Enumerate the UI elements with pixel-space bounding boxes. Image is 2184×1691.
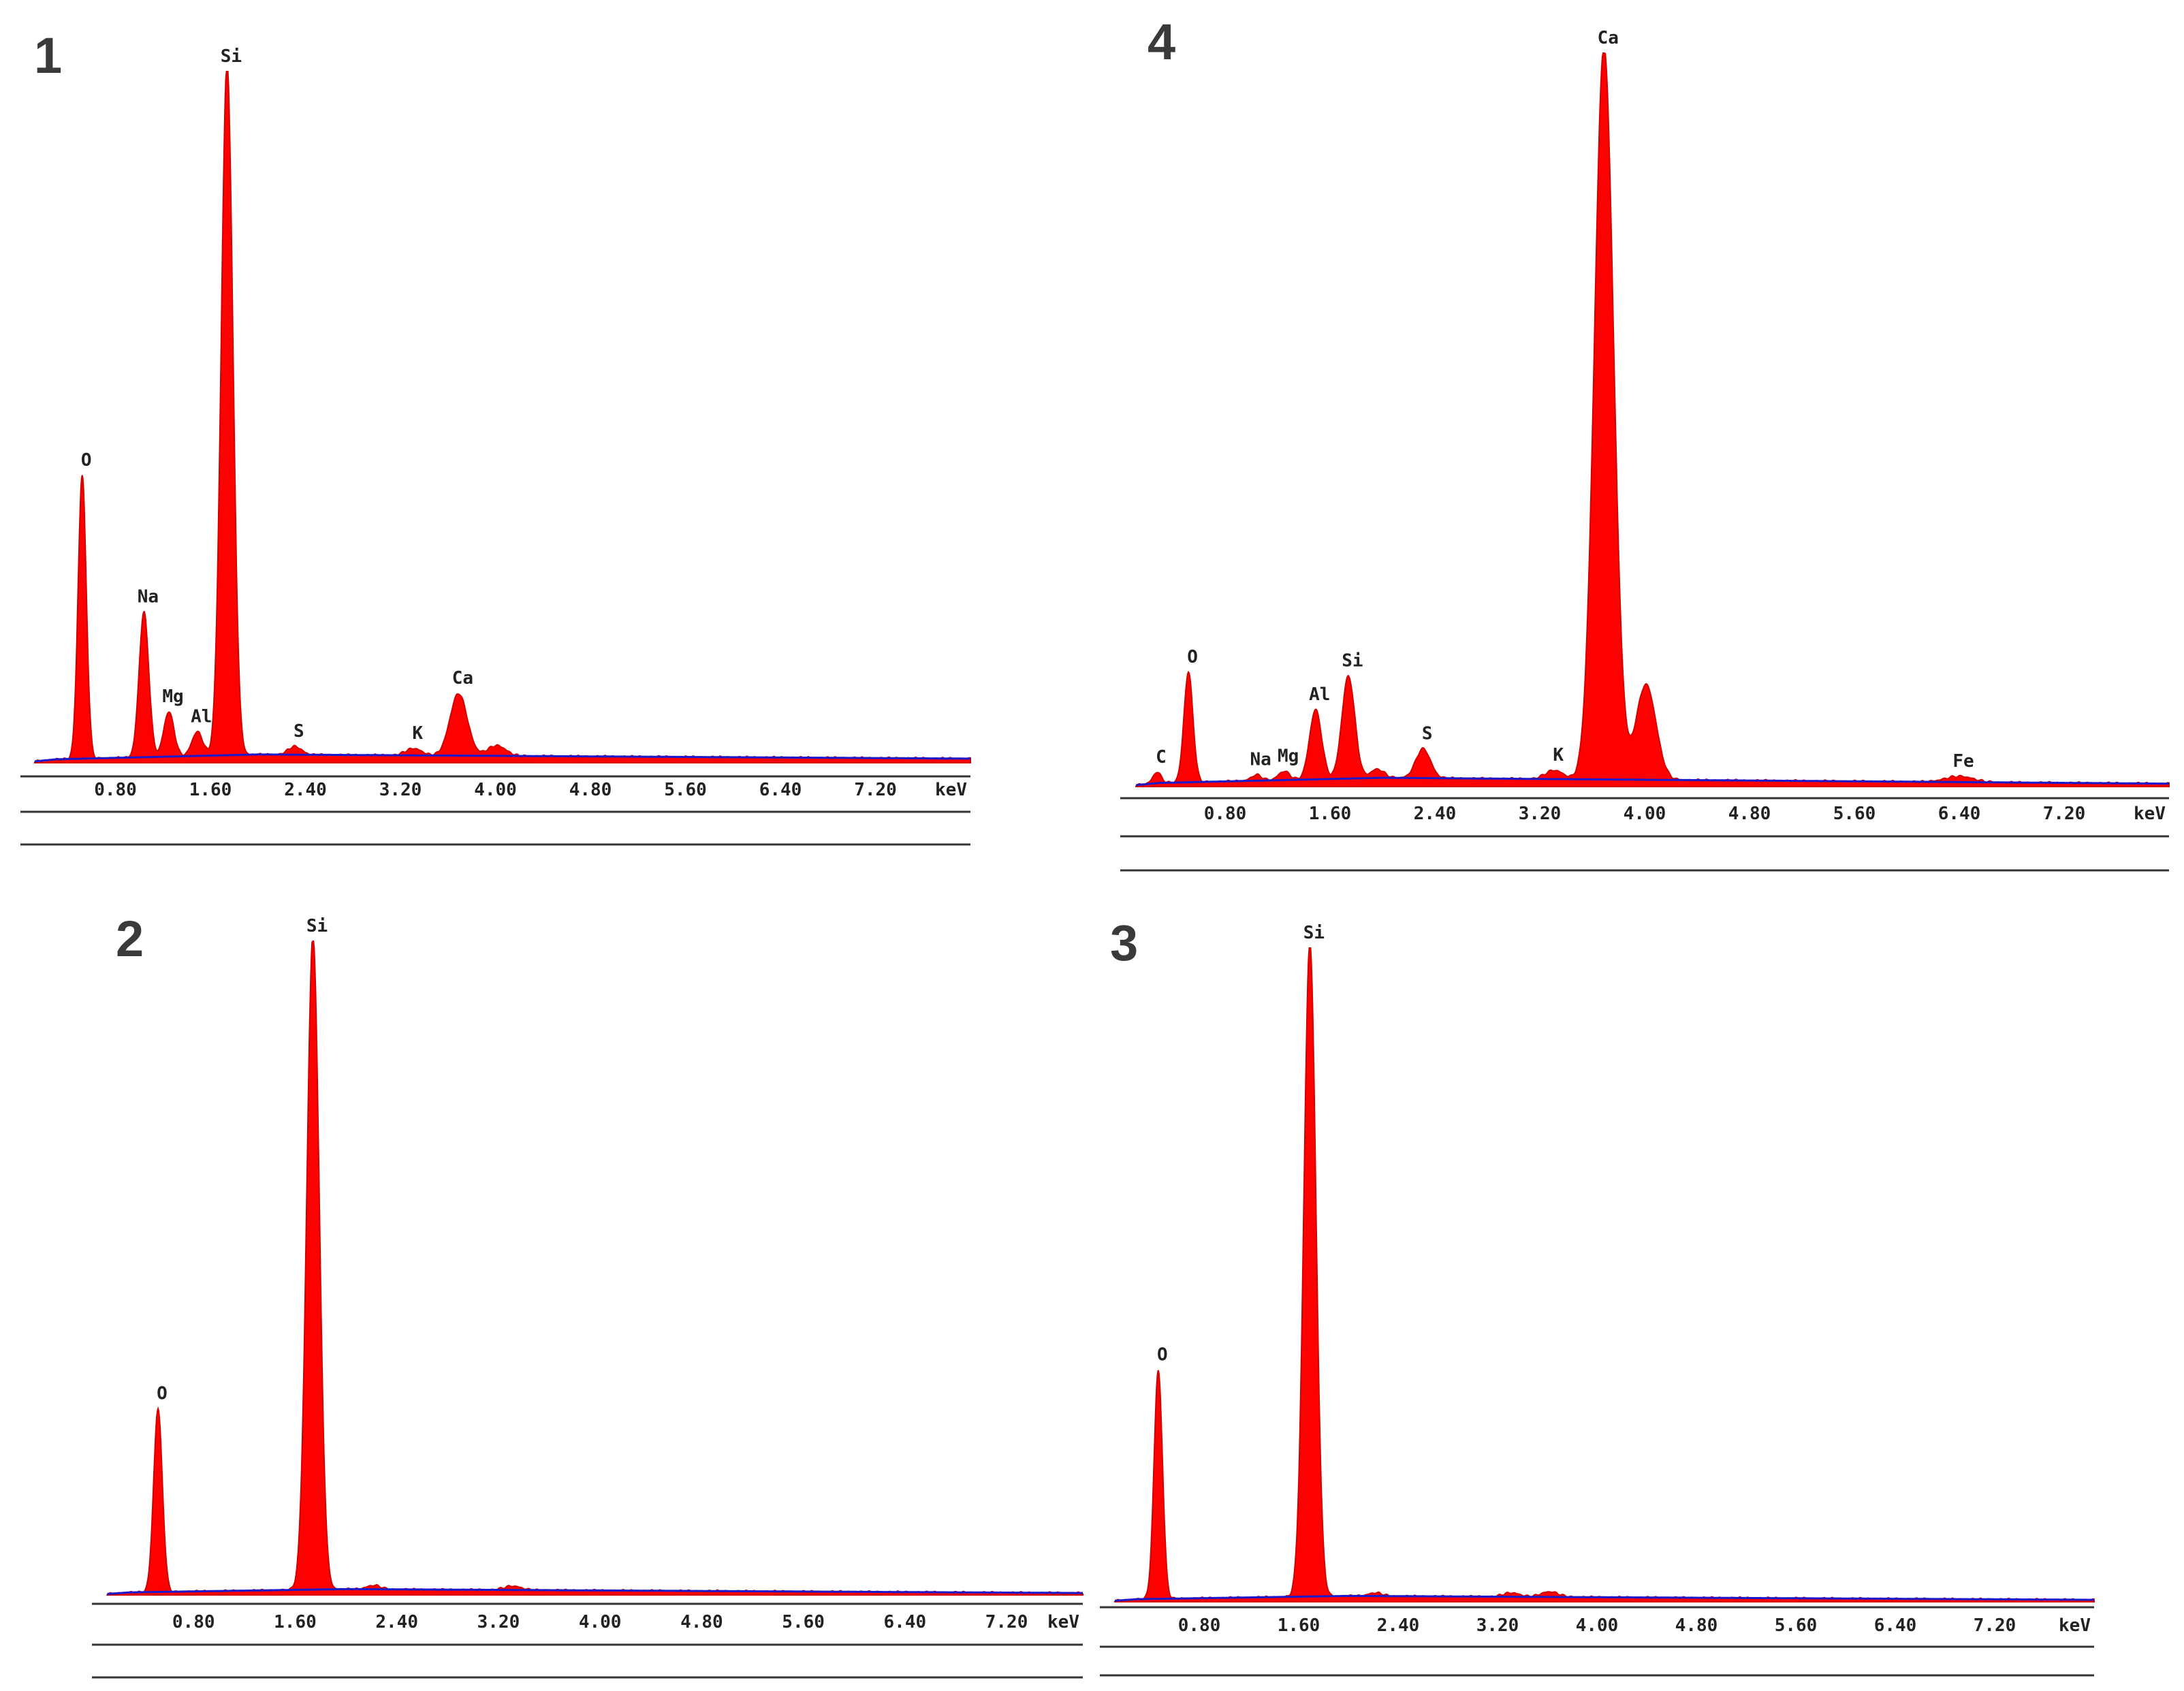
peak-label: Mg [162, 686, 183, 707]
peak-label: K [412, 723, 423, 744]
background-fit-line [1114, 1594, 2094, 1602]
peak-label: S [294, 721, 304, 742]
x-axis-unit-label: keV [2059, 1615, 2091, 1636]
panel-label: 3 [1110, 915, 1139, 971]
spectrum-area [33, 71, 971, 763]
spectrum-panel-1: 1 0.80 1.60 2.40 3.20 4.00 4.80 5.60 6.40 7.20 ke… [14, 0, 981, 851]
x-tick-label: 5.60 [1833, 804, 1876, 824]
x-tick-label: 6.40 [1938, 804, 1981, 824]
x-tick-label: 0.80 [1204, 804, 1247, 824]
background-fit-line [1135, 776, 2169, 787]
background-fit-line [107, 1587, 1083, 1595]
x-axis-unit-label: keV [935, 780, 967, 800]
x-tick-label: 4.00 [474, 780, 517, 800]
x-tick-label: 0.80 [1178, 1615, 1221, 1636]
x-tick-label: 1.60 [1309, 804, 1352, 824]
spectrum-area [1135, 52, 2170, 787]
x-tick-label: 6.40 [884, 1612, 927, 1632]
peak-label: Si [1303, 923, 1325, 943]
x-tick-label: 3.20 [1476, 1615, 1519, 1636]
x-tick-label: 0.80 [172, 1612, 215, 1632]
peak-label: Na [138, 587, 159, 607]
x-tick-label: 1.60 [1278, 1615, 1320, 1636]
x-tick-label: 6.40 [1874, 1615, 1917, 1636]
x-tick-label: 7.20 [2043, 804, 2086, 824]
x-tick-label: 4.00 [1576, 1615, 1619, 1636]
peak-label: O [81, 450, 92, 471]
x-tick-label: 4.80 [1728, 804, 1771, 824]
peak-label: Mg [1278, 746, 1299, 766]
x-tick-label: 2.40 [375, 1612, 418, 1632]
spectrum-chart: 0.80 1.60 2.40 3.20 4.00 4.80 5.60 6.40 7.20 keV O… [1100, 923, 2095, 1677]
x-tick-label: 4.80 [680, 1612, 723, 1632]
spectrum-panel-4: 4 0.80 1.60 2.40 3.20 4.00 4.80 5.60 6.40 7.20 ke… [1117, 0, 2179, 879]
x-tick-label: 1.60 [189, 780, 232, 800]
panel-label: 1 [34, 27, 63, 84]
peak-label: Fe [1952, 751, 1974, 772]
x-tick-label: 7.20 [1974, 1615, 2016, 1636]
peak-label: O [1187, 647, 1198, 667]
x-tick-label: 4.00 [579, 1612, 622, 1632]
x-tick-label: 5.60 [664, 780, 707, 800]
peak-label: O [157, 1384, 168, 1404]
peak-label: C [1156, 747, 1167, 768]
x-tick-label: 2.40 [284, 780, 327, 800]
spectrum-area [106, 941, 1083, 1596]
peak-label: K [1553, 745, 1564, 765]
spectrum-chart: 0.80 1.60 2.40 3.20 4.00 4.80 5.60 6.40 7.20 keV O… [20, 46, 971, 846]
peak-label: Ca [1598, 28, 1619, 48]
peak-label: Na [1250, 750, 1271, 770]
peak-label: Si [1342, 650, 1363, 671]
x-tick-label: 3.20 [379, 780, 422, 800]
peak-label: Al [1309, 684, 1330, 705]
spectrum-panel-2: 2 0.80 1.60 2.40 3.20 4.00 4.80 5.60 6.40 7.20 ke… [89, 906, 1090, 1689]
x-tick-label: 0.80 [94, 780, 137, 800]
peak-label: O [1157, 1345, 1168, 1365]
x-tick-label: 4.00 [1624, 804, 1666, 824]
spectrum-area [1113, 947, 2095, 1602]
x-axis-unit-label: keV [2134, 804, 2166, 824]
peak-label: Si [221, 46, 242, 67]
peak-label: Al [191, 706, 212, 727]
peak-label: S [1422, 723, 1433, 744]
x-tick-label: 1.60 [274, 1612, 317, 1632]
x-tick-label: 2.40 [1377, 1615, 1420, 1636]
x-tick-label: 3.20 [477, 1612, 520, 1632]
spectrum-chart: 0.80 1.60 2.40 3.20 4.00 4.80 5.60 6.40 7.20 keV C… [1120, 28, 2170, 872]
panel-label: 2 [116, 911, 144, 967]
x-tick-label: 7.20 [854, 780, 897, 800]
x-axis-unit-label: keV [1047, 1612, 1079, 1632]
x-tick-label: 5.60 [782, 1612, 825, 1632]
spectrum-chart: 0.80 1.60 2.40 3.20 4.00 4.80 5.60 6.40 7.20 keV O… [92, 916, 1083, 1679]
x-tick-label: 6.40 [759, 780, 802, 800]
x-tick-label: 5.60 [1775, 1615, 1818, 1636]
x-tick-label: 4.80 [1675, 1615, 1718, 1636]
panel-label: 4 [1148, 14, 1176, 70]
peak-label: Si [306, 916, 328, 936]
peak-label: Ca [452, 668, 473, 689]
x-tick-label: 3.20 [1519, 804, 1562, 824]
spectrum-panel-3: 3 0.80 1.60 2.40 3.20 4.00 4.80 5.60 6.40 7.20 ke… [1096, 913, 2104, 1677]
x-tick-label: 2.40 [1414, 804, 1457, 824]
x-tick-label: 7.20 [985, 1612, 1028, 1632]
x-tick-label: 4.80 [569, 780, 612, 800]
background-fit-line [34, 753, 970, 763]
